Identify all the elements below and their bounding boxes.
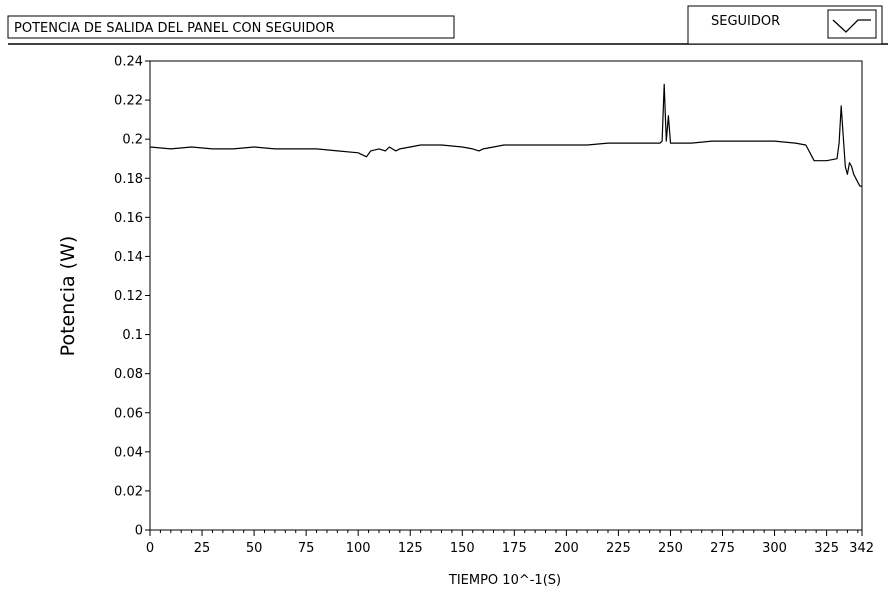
x-axis: 0 25 50 75 100 125 150 175 200 225 250 275 300 325 342 xyxy=(146,530,874,556)
x-tick-label: 75 xyxy=(298,541,315,556)
y-tick-label: 0.18 xyxy=(114,172,143,187)
y-axis-title: Potencia (W) xyxy=(57,236,79,357)
x-tick-label: 0 xyxy=(146,541,154,556)
chart-title-frame xyxy=(7,15,455,39)
chart-title: POTENCIA DE SALIDA DEL PANEL CON SEGUIDO… xyxy=(14,21,335,36)
y-tick-label: 0.14 xyxy=(114,250,143,265)
x-tick-label: 342 xyxy=(849,541,874,556)
y-tick-label: 0.08 xyxy=(114,367,143,382)
y-tick-label: 0.04 xyxy=(114,445,143,460)
plot-area xyxy=(149,60,863,531)
y-tick-label: 0.24 xyxy=(114,55,143,70)
x-tick-label: 225 xyxy=(606,541,631,556)
x-tick-label: 125 xyxy=(398,541,423,556)
x-axis-title: TIEMPO 10^-1(S) xyxy=(448,573,561,588)
x-tick-label: 150 xyxy=(450,541,475,556)
x-tick-label: 100 xyxy=(346,541,371,556)
y-tick-label: 0.2 xyxy=(122,133,143,148)
chart-title-box: POTENCIA DE SALIDA DEL PANEL CON SEGUIDO… xyxy=(7,15,455,39)
y-tick-label: 0.1 xyxy=(122,328,143,343)
x-tick-label: 250 xyxy=(658,541,683,556)
y-tick-label: 0 xyxy=(135,524,143,539)
legend-line-icon xyxy=(832,19,871,33)
legend-swatch-frame xyxy=(827,9,877,39)
x-tick-label: 25 xyxy=(194,541,211,556)
x-tick-label: 175 xyxy=(502,541,527,556)
y-tick-label: 0.22 xyxy=(114,94,143,109)
legend-entry-label: SEGUIDOR xyxy=(711,14,780,29)
legend: SEGUIDOR xyxy=(687,5,883,45)
y-tick-label: 0.12 xyxy=(114,289,143,304)
y-axis: 0 0.02 0.04 0.06 0.08 0.1 0.12 0.14 0.16 0.18 0.2 0… xyxy=(114,55,150,539)
y-tick-label: 0.16 xyxy=(114,211,143,226)
y-tick-label: 0.06 xyxy=(114,406,143,421)
x-tick-label: 300 xyxy=(762,541,787,556)
x-tick-label: 275 xyxy=(710,541,735,556)
series-line-seguidor xyxy=(149,83,862,187)
series-layer xyxy=(149,83,862,187)
x-tick-label: 200 xyxy=(554,541,579,556)
y-tick-label: 0.02 xyxy=(114,484,143,499)
x-tick-label: 325 xyxy=(814,541,839,556)
x-tick-label: 50 xyxy=(246,541,263,556)
